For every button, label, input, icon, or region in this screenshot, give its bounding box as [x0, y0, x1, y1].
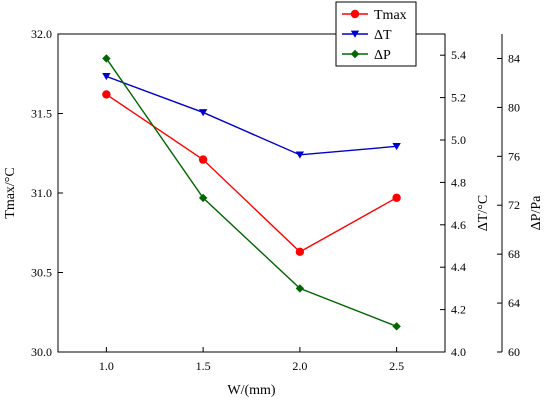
right1-tick-label: 4.6 [451, 218, 466, 232]
right2-tick-label: 72 [508, 198, 520, 212]
x-tick-label: 1.5 [196, 359, 211, 373]
legend: Tmax ΔT ΔP [335, 1, 417, 67]
series-ΔP [102, 54, 401, 331]
data-point [295, 151, 305, 159]
left-tick-label: 31.5 [31, 107, 52, 121]
right1-axis-label: ΔT/°C [476, 195, 491, 231]
right1-tick-label: 5.2 [451, 91, 466, 105]
series-line [105, 93, 397, 253]
data-point [102, 54, 111, 63]
series-line [106, 75, 397, 156]
data-point [295, 247, 305, 257]
series-Tmax [102, 90, 401, 257]
right-axis-delta-t: 4.0 4.2 4.4 4.6 4.8 5.0 5.2 5.4 ΔT/°C [440, 48, 491, 359]
left-tick-label: 30.0 [31, 345, 52, 359]
data-point [102, 90, 111, 99]
data-point [392, 322, 401, 331]
right2-tick-label: 76 [508, 149, 520, 163]
series-ΔT [102, 73, 401, 159]
legend-entry: ΔT [374, 28, 392, 43]
right2-tick-label: 64 [508, 296, 520, 310]
x-axis: 1.0 1.5 2.0 2.5 W/(mm) [99, 347, 404, 398]
left-axis-label: Tmax/°C [3, 167, 18, 218]
legend-swatch-marker [350, 49, 360, 59]
legend-swatch-marker [350, 9, 360, 19]
right1-tick-label: 4.0 [451, 345, 466, 359]
data-point [392, 193, 401, 202]
right2-tick-label: 68 [508, 247, 520, 261]
left-tick-label: 32.0 [31, 27, 52, 41]
left-tick-label: 31.0 [31, 186, 52, 200]
right1-tick-label: 4.8 [451, 175, 466, 189]
right1-tick-label: 5.0 [451, 133, 466, 147]
right-axis-delta-p: 60 64 68 72 76 80 84 ΔP/Pa [497, 34, 544, 359]
right1-tick-label: 4.2 [451, 303, 466, 317]
right2-tick-label: 84 [508, 51, 520, 65]
series-layer [102, 54, 401, 331]
data-point [198, 109, 208, 117]
right1-tick-label: 4.4 [451, 260, 466, 274]
data-point [102, 73, 111, 81]
plot-border [57, 33, 446, 353]
right1-tick-label: 5.4 [451, 48, 466, 62]
right2-tick-label: 60 [508, 345, 520, 359]
plot-frame [57, 33, 446, 353]
data-point [295, 284, 305, 293]
legend-entry: ΔP [374, 48, 391, 63]
series-line [105, 58, 397, 327]
data-point [198, 193, 208, 203]
x-axis-label: W/(mm) [227, 383, 276, 398]
legend-entry: Tmax [374, 8, 407, 23]
data-point [198, 155, 208, 164]
x-tick-label: 2.0 [292, 359, 307, 373]
x-tick-label: 2.5 [389, 359, 404, 373]
right2-axis-label: ΔP/Pa [529, 195, 544, 230]
left-tick-label: 30.5 [31, 266, 52, 280]
legend-swatch-marker [350, 30, 360, 38]
right2-tick-label: 80 [508, 100, 520, 114]
x-tick-label: 1.0 [99, 359, 114, 373]
data-point [392, 143, 401, 151]
left-axis: 30.0 30.5 31.0 31.5 32.0 Tmax/°C [3, 27, 63, 359]
